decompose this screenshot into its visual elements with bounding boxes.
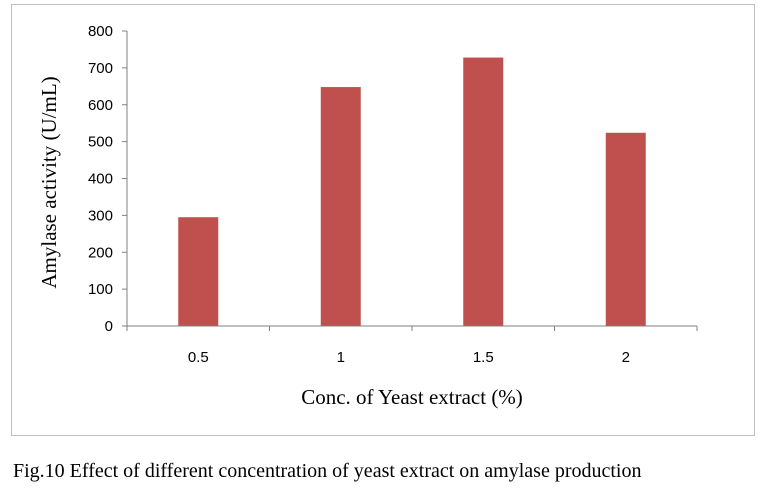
figure-caption: Fig.10 Effect of different concentration… <box>13 460 642 482</box>
x-tick-label: 0.5 <box>188 349 209 366</box>
x-axis-ticks: 0.5 1 1.5 2 <box>126 326 698 366</box>
y-tick-label: 400 <box>88 171 113 188</box>
y-axis-ticks: 0 100 200 300 400 500 600 700 800 <box>88 23 127 335</box>
bar <box>178 217 219 326</box>
y-tick-label: 100 <box>88 281 113 298</box>
bars <box>178 57 646 327</box>
y-tick-label: 500 <box>88 134 113 151</box>
bar <box>320 87 361 326</box>
x-tick-label: 2 <box>622 349 630 366</box>
y-tick-label: 300 <box>88 207 113 224</box>
x-tick-label: 1 <box>337 349 345 366</box>
bar <box>605 132 646 326</box>
y-tick-label: 800 <box>88 23 113 40</box>
y-tick-label: 0 <box>105 318 113 335</box>
y-axis-title: Amylase activity (U/mL) <box>37 76 61 288</box>
y-tick-label: 200 <box>88 244 113 261</box>
y-tick-label: 700 <box>88 60 113 77</box>
bar <box>463 57 504 327</box>
x-axis-title: Conc. of Yeast extract (%) <box>301 385 523 409</box>
x-tick-label: 1.5 <box>473 349 494 366</box>
y-tick-label: 600 <box>88 97 113 114</box>
